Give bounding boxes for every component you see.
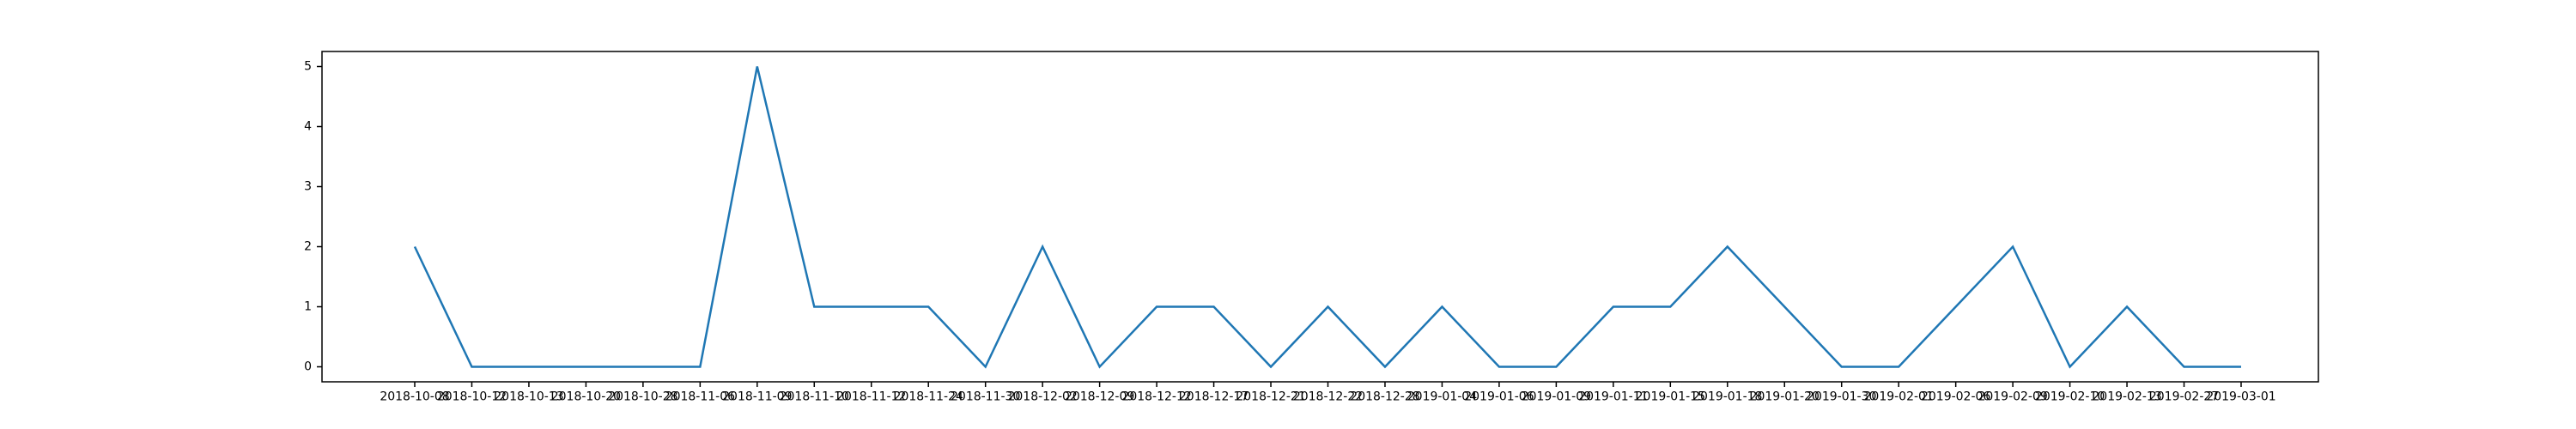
x-tick-label: 2019-01-04	[1407, 390, 1477, 404]
x-tick-label: 2019-02-09	[1978, 390, 2047, 404]
x-tick-label: 2018-12-17	[1179, 390, 1249, 404]
x-axis: 2018-10-082018-10-122018-10-132018-10-20…	[380, 382, 2276, 404]
x-tick-label: 2018-12-28	[1350, 390, 1419, 404]
x-tick-label: 2019-01-20	[1750, 390, 1820, 404]
x-tick-label: 2019-01-11	[1578, 390, 1648, 404]
x-tick-label: 2018-10-12	[437, 390, 507, 404]
y-tick-label: 3	[304, 180, 312, 194]
y-tick-label: 0	[304, 360, 312, 374]
x-tick-label: 2018-10-08	[380, 390, 449, 404]
x-tick-label: 2019-02-01	[1864, 390, 1934, 404]
x-tick-label: 2019-01-18	[1692, 390, 1762, 404]
y-tick-label: 1	[304, 300, 312, 314]
x-tick-label: 2018-11-24	[894, 390, 963, 404]
x-tick-label: 2018-11-09	[722, 390, 792, 404]
x-tick-label: 2018-10-20	[551, 390, 621, 404]
x-tick-label: 2019-02-27	[2149, 390, 2219, 404]
series-line	[413, 66, 2241, 369]
y-axis: 0 1 2 3 4 5	[304, 60, 322, 374]
x-tick-label: 2019-03-01	[2206, 390, 2275, 404]
y-tick-label: 2	[304, 240, 312, 254]
x-tick-label: 2019-01-06	[1464, 390, 1534, 404]
y-tick-label: 4	[304, 120, 312, 134]
x-tick-label: 2018-12-09	[1065, 390, 1134, 404]
x-tick-label: 2018-11-10	[780, 390, 849, 404]
x-tick-label: 2019-02-13	[2092, 390, 2161, 404]
x-tick-label: 2018-10-13	[494, 390, 563, 404]
x-tick-label: 2019-02-06	[1921, 390, 1990, 404]
plot-area-frame	[321, 51, 2319, 383]
y-tick-label: 5	[304, 60, 312, 74]
x-tick-label: 2018-12-22	[1293, 390, 1363, 404]
x-tick-label: 2018-12-02	[1007, 390, 1077, 404]
x-tick-label: 2018-12-21	[1236, 390, 1305, 404]
x-tick-label: 2019-01-15	[1636, 390, 1705, 404]
x-tick-label: 2018-11-06	[665, 390, 735, 404]
x-tick-label: 2019-02-10	[2035, 390, 2105, 404]
x-tick-label: 2018-10-28	[608, 390, 677, 404]
x-tick-label: 2019-01-09	[1522, 390, 1591, 404]
x-tick-label: 2019-01-30	[1807, 390, 1876, 404]
x-tick-label: 2018-11-12	[836, 390, 906, 404]
x-tick-label: 2018-11-30	[951, 390, 1020, 404]
x-tick-label: 2018-12-12	[1121, 390, 1191, 404]
